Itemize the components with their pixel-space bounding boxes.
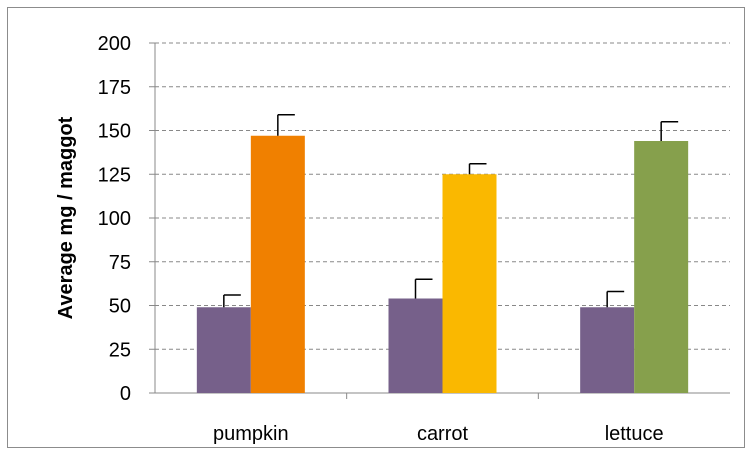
x-tick-label: pumpkin — [213, 423, 289, 445]
y-tick-label: 75 — [109, 252, 131, 274]
y-tick-label: 50 — [109, 296, 131, 318]
bar — [196, 307, 251, 393]
bars — [196, 114, 689, 393]
bar — [634, 141, 689, 393]
bar — [388, 298, 443, 393]
bar — [250, 135, 305, 393]
y-tick-label: 150 — [98, 121, 131, 143]
y-axis-title: Average mg / maggot — [55, 116, 77, 319]
bar — [442, 174, 497, 393]
x-tick-label: carrot — [417, 423, 469, 445]
y-tick-label: 0 — [120, 383, 131, 405]
y-tick-label: 100 — [98, 208, 131, 230]
bar — [580, 307, 635, 393]
labels: 0 25 50 75 100 125 150 175 200 pumpkin carrot lettu… — [98, 33, 664, 445]
x-tick-label: lettuce — [605, 423, 664, 445]
y-tick-label: 175 — [98, 77, 131, 99]
y-tick-label: 25 — [109, 339, 131, 361]
y-tick-label: 125 — [98, 164, 131, 186]
y-tick-label: 200 — [98, 33, 131, 55]
